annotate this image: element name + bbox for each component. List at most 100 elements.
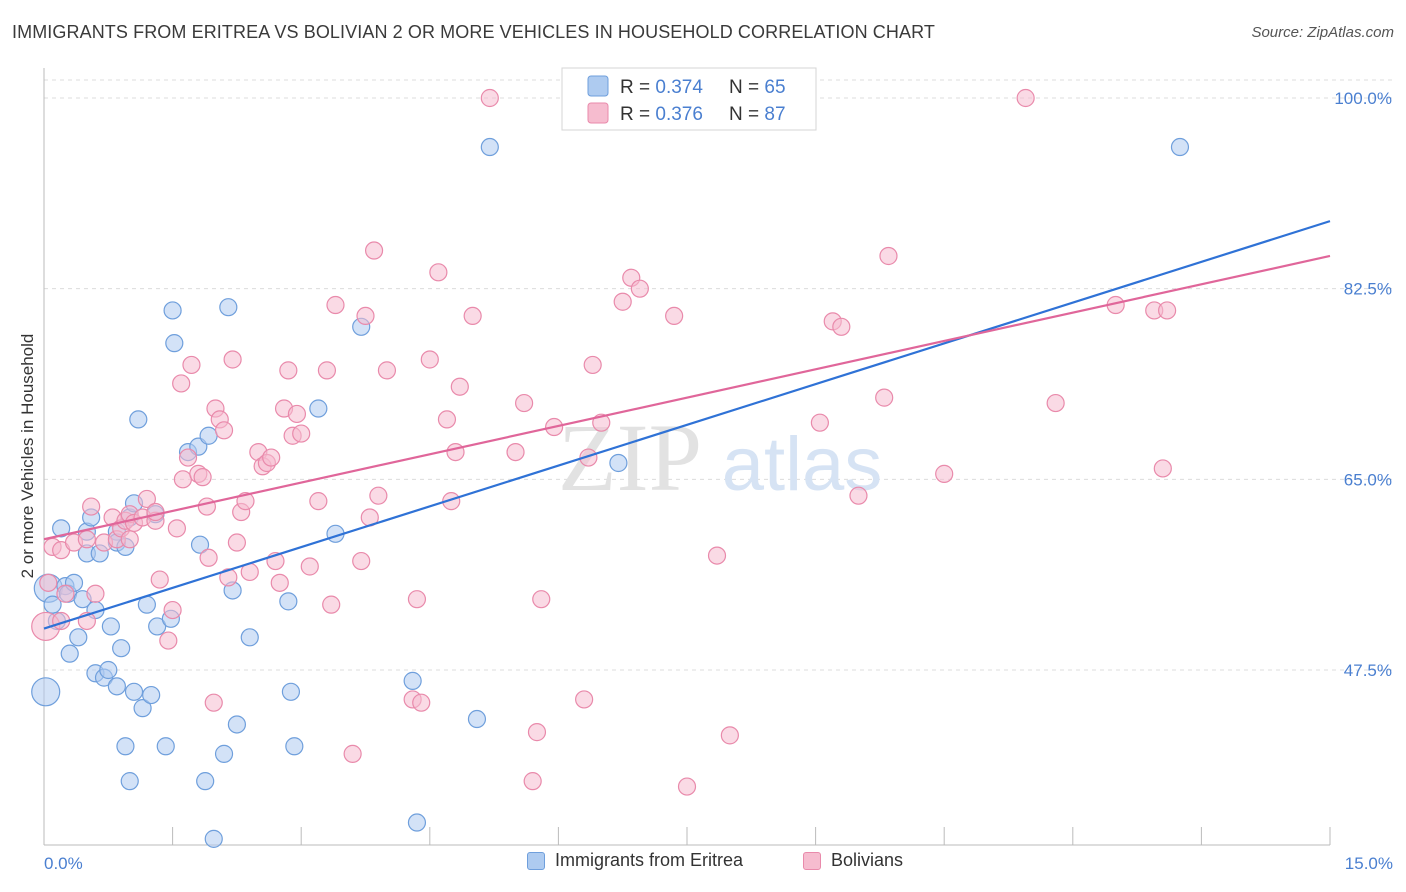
bolivians-point (227, 533, 246, 552)
bolivians-point (279, 361, 298, 380)
eritrea-point (60, 644, 79, 663)
chart-title: IMMIGRANTS FROM ERITREA VS BOLIVIAN 2 OR… (12, 22, 935, 42)
eritrea-point (279, 592, 298, 611)
bolivians-point (77, 530, 96, 549)
axes (43, 68, 1331, 846)
eritrea-point (99, 660, 118, 680)
bolivians-point (875, 388, 894, 407)
bolivians-point (446, 442, 465, 462)
legend-item-bolivians[interactable]: Bolivians (803, 850, 903, 871)
bolivians-point (677, 777, 697, 796)
bolivians-point (849, 486, 868, 505)
eritrea-point (1170, 137, 1190, 157)
bolivians-point (515, 393, 534, 413)
bolivians-point (150, 570, 169, 589)
bolivians-point (480, 88, 499, 108)
eritrea-point (240, 628, 259, 647)
eritrea-point (163, 301, 182, 320)
bolivians-point (579, 448, 598, 467)
bolivians-point (356, 306, 375, 326)
bolivians-point (369, 486, 388, 505)
legend-stats: R = 0.376 N = 87 (620, 104, 786, 125)
eritrea-point (112, 639, 131, 658)
bolivians-point (167, 519, 186, 538)
bolivians-point (270, 573, 289, 592)
bolivians-point (322, 595, 341, 614)
bolivians-point (182, 355, 201, 375)
bolivians-point (583, 355, 602, 375)
eritrea-point (148, 617, 167, 636)
eritrea-point (133, 699, 152, 718)
bolivians-point (450, 377, 469, 396)
bolivians-point (56, 584, 75, 603)
eritrea-point (227, 715, 246, 734)
eritrea-point (52, 519, 71, 538)
series-legend: Immigrants from Eritrea Bolivians (0, 850, 1406, 880)
eritrea-point (403, 671, 422, 690)
eritrea-point (129, 410, 148, 429)
bolivians-point (86, 584, 105, 603)
bolivians-point (223, 350, 242, 369)
eritrea-point (214, 744, 234, 763)
bolivians-point (364, 241, 384, 260)
bolivians-point (575, 690, 594, 709)
bolivians-point (214, 421, 234, 440)
y-tick-label: 65.0% (1344, 470, 1392, 489)
bolivians-point (810, 413, 829, 432)
legend-swatch-eritrea (527, 851, 545, 870)
bolivians-point (172, 374, 191, 393)
bolivians-point (159, 631, 178, 650)
eritrea-point (142, 685, 161, 705)
eritrea-point (156, 737, 175, 756)
bolivians-point (1158, 301, 1177, 320)
bolivians-point (506, 442, 525, 462)
eritrea-point (309, 399, 328, 418)
bolivians-point (935, 464, 954, 483)
bolivians-point (120, 530, 139, 549)
bolivians-point (630, 279, 649, 298)
eritrea-point (467, 709, 487, 729)
bolivians-point (437, 410, 457, 429)
eritrea-point (609, 453, 628, 473)
y-tick-label: 82.5% (1344, 280, 1392, 299)
bolivians-point (262, 448, 281, 467)
bolivians-point (309, 492, 328, 511)
bolivians-point (163, 600, 182, 620)
x-tick-labels: 0.0% 15.0% (44, 854, 1393, 873)
eritrea-point (407, 813, 427, 832)
bolivians-point (146, 502, 165, 522)
y-tick-label: 47.5% (1344, 661, 1392, 680)
x-tick-label-min: 0.0% (44, 854, 83, 873)
bolivians-point (1153, 459, 1172, 478)
bolivians-point (82, 497, 101, 516)
trend-lines (43, 220, 1331, 630)
bolivians-point (317, 361, 337, 380)
legend-label-bolivians: Bolivians (831, 850, 904, 870)
bolivians-point (343, 744, 362, 763)
source-credit: Source: ZipAtlas.com (1251, 24, 1394, 41)
eritrea-point (165, 334, 184, 353)
eritrea-point (69, 628, 88, 647)
bolivians-point (879, 246, 898, 266)
y-tick-label: 100.0% (1334, 89, 1392, 108)
bolivians-point (193, 468, 212, 487)
eritrea-point (101, 617, 120, 636)
bolivians-point (532, 590, 551, 609)
eritrea-point (120, 772, 139, 791)
bolivians-point (219, 568, 238, 587)
legend-swatch-bolivians (803, 851, 821, 870)
eritrea-point (116, 737, 135, 756)
bolivians-point (720, 726, 739, 745)
bolivians-trend-line (43, 254, 1331, 541)
bolivians-point (300, 557, 319, 576)
correlation-legend: R = 0.374 N = 65 R = 0.376 N = 87 (561, 67, 817, 131)
eritrea-point (199, 426, 218, 445)
bolivians-point (326, 295, 345, 315)
gridlines (44, 79, 1392, 671)
bolivians-point (199, 548, 218, 567)
bolivians-point (523, 772, 542, 791)
legend-item-eritrea[interactable]: Immigrants from Eritrea (527, 850, 743, 871)
eritrea-point (480, 137, 499, 157)
eritrea-point (281, 682, 301, 701)
